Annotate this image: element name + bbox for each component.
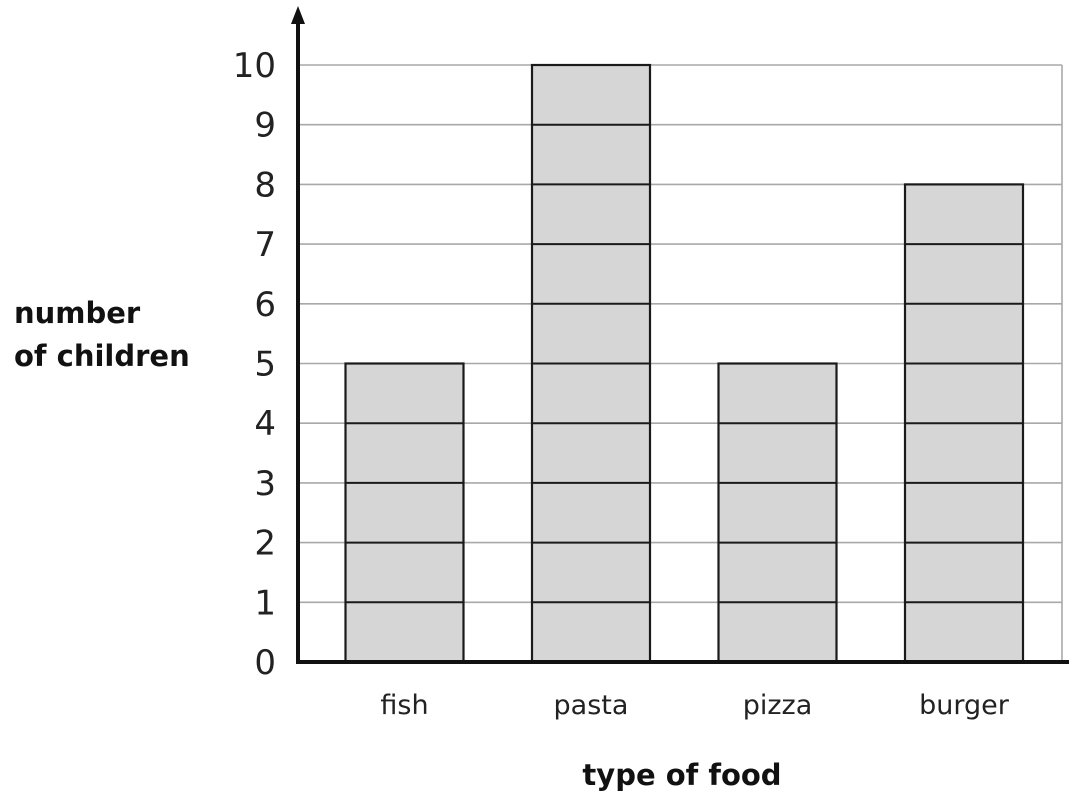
y-tick-label-3: 3 <box>254 464 276 504</box>
y-tick-label-4: 4 <box>254 404 276 444</box>
x-tick-labels: fish pasta pizza burger <box>380 690 1009 721</box>
bar-pizza <box>717 362 838 664</box>
x-tick-label-burger: burger <box>919 690 1010 721</box>
axis-titles: number of children type of food <box>14 296 782 792</box>
bar-fish <box>344 362 465 664</box>
y-tick-labels: 0 1 2 3 4 5 6 7 8 9 10 <box>233 46 276 683</box>
x-tick-label-pizza: pizza <box>743 690 813 721</box>
y-tick-label-1: 1 <box>254 583 276 623</box>
axes <box>291 6 1069 664</box>
x-axis-title: type of food <box>582 758 781 792</box>
y-tick-label-10: 10 <box>233 46 276 86</box>
x-tick-label-fish: fish <box>380 690 428 721</box>
y-axis-title-line-2: of children <box>14 339 190 373</box>
y-tick-label-8: 8 <box>254 165 276 205</box>
y-tick-label-7: 7 <box>254 225 276 265</box>
x-tick-label-pasta: pasta <box>554 690 629 721</box>
y-axis-arrowhead <box>291 6 305 24</box>
y-tick-label-2: 2 <box>254 524 276 564</box>
bars <box>344 63 1025 664</box>
y-tick-label-9: 9 <box>254 106 276 146</box>
y-tick-label-0: 0 <box>254 643 276 683</box>
y-axis-title-line-1: number <box>14 296 141 330</box>
y-tick-label-5: 5 <box>254 345 276 385</box>
y-tick-label-6: 6 <box>254 285 276 325</box>
